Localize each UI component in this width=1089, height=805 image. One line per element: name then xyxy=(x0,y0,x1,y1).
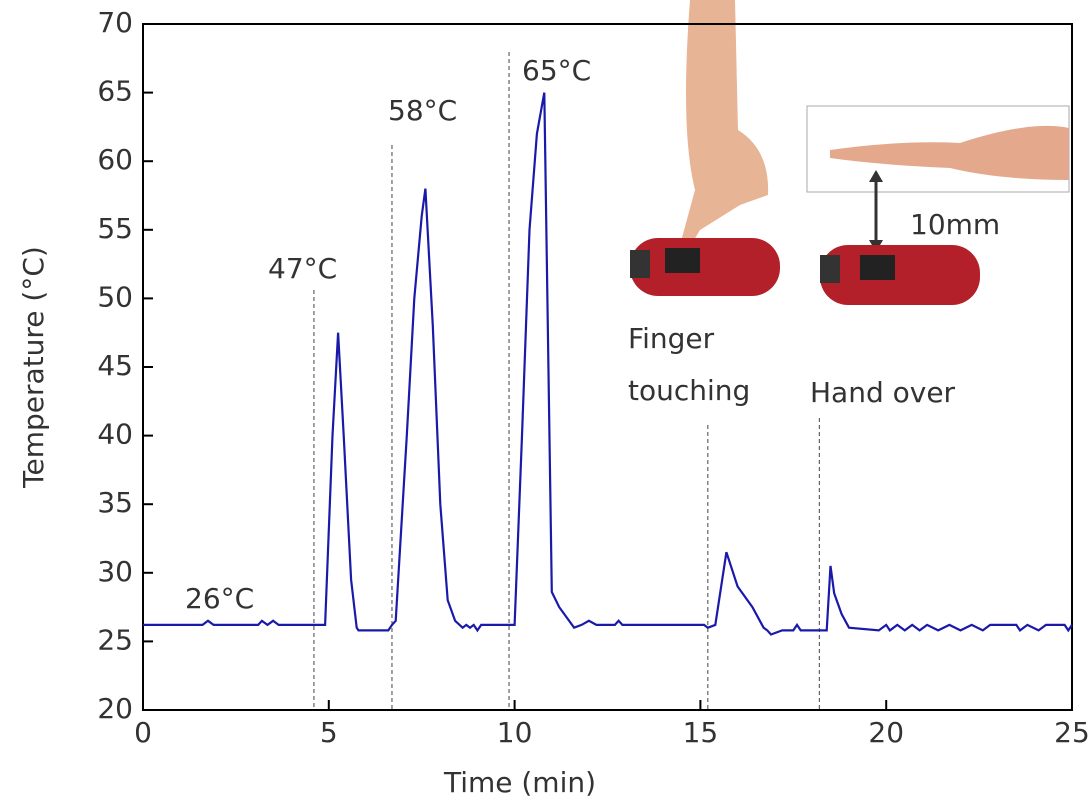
annotation: Finger xyxy=(628,322,715,355)
annotation: Hand over xyxy=(810,376,956,409)
annotation: 10mm xyxy=(910,208,1000,241)
x-tick-label: 15 xyxy=(683,716,719,749)
x-tick-label: 0 xyxy=(134,716,152,749)
y-tick-label: 55 xyxy=(97,212,133,245)
x-axis-label: Time (min) xyxy=(443,766,596,799)
y-tick-label: 20 xyxy=(97,692,133,725)
annotation: 26°C xyxy=(185,582,254,615)
annotation: 58°C xyxy=(388,94,457,127)
y-tick-label: 70 xyxy=(97,6,133,39)
x-tick-label: 25 xyxy=(1054,716,1089,749)
annotation: 65°C xyxy=(522,54,591,87)
y-tick-label: 40 xyxy=(97,418,133,451)
y-tick-label: 35 xyxy=(97,486,133,519)
data-line xyxy=(143,93,1072,635)
y-tick-label: 45 xyxy=(97,349,133,382)
y-tick-label: 30 xyxy=(97,555,133,588)
finger-photo xyxy=(630,0,780,296)
annotation: touching xyxy=(628,374,750,407)
annotation: 47°C xyxy=(268,252,337,285)
x-tick-label: 10 xyxy=(497,716,533,749)
y-tick-label: 25 xyxy=(97,623,133,656)
plot-frame xyxy=(143,24,1072,710)
y-tick-label: 60 xyxy=(97,143,133,176)
x-tick-label: 20 xyxy=(868,716,904,749)
y-tick-label: 50 xyxy=(97,280,133,313)
y-tick-label: 65 xyxy=(97,75,133,108)
y-axis-label: Temperature (°C) xyxy=(17,246,50,489)
x-tick-label: 5 xyxy=(320,716,338,749)
chart: Time (min) Temperature (°C) 20 25 30 35 40 45… xyxy=(0,0,1089,805)
hand-photo xyxy=(807,106,1069,305)
